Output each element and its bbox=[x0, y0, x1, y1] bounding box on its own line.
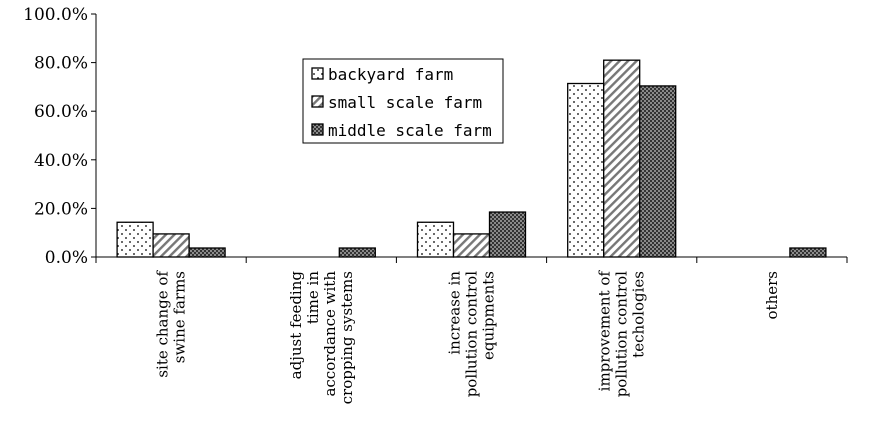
bar-small-scale-farm bbox=[603, 59, 641, 258]
y-tick-label: 100.0% bbox=[23, 5, 88, 25]
category-label-line: others bbox=[763, 271, 781, 319]
bar-small-scale-farm bbox=[452, 233, 491, 258]
legend-box bbox=[302, 58, 504, 144]
category-labels: site change of swine farms adjust feeding t… bbox=[154, 270, 781, 405]
legend-label-middle: middle scale farm bbox=[328, 121, 492, 140]
legend-label-backyard: backyard farm bbox=[328, 65, 453, 84]
bar-backyard-farm bbox=[116, 221, 154, 258]
category-label-line: accordance with bbox=[321, 271, 339, 397]
category-label: site change of swine farms bbox=[154, 270, 189, 378]
bar-middle-scale-farm bbox=[789, 247, 827, 258]
bar-backyard-farm bbox=[567, 82, 605, 258]
category-label: others bbox=[763, 271, 781, 319]
y-tick-label: 0.0% bbox=[45, 248, 88, 268]
category-label-line: adjust feeding bbox=[287, 271, 305, 380]
category-label-line: site change of bbox=[154, 270, 172, 378]
y-tick-label: 60.0% bbox=[34, 102, 88, 122]
category-label-line: swine farms bbox=[171, 271, 189, 363]
bar-middle-scale-farm bbox=[488, 211, 527, 258]
bar-middle-scale-farm bbox=[639, 85, 677, 258]
legend: backyard farm small scale farm middle sc… bbox=[302, 58, 504, 144]
x-axis bbox=[95, 256, 848, 263]
category-label-line: pollution control bbox=[463, 271, 481, 397]
y-tick-label: 20.0% bbox=[34, 199, 88, 219]
category-label-line: increase in bbox=[446, 271, 464, 355]
category-label: improvement of pollution control techologi… bbox=[596, 270, 648, 398]
bar-backyard-farm bbox=[416, 221, 455, 258]
legend-swatch-small bbox=[311, 95, 324, 108]
category-label-line: techologies bbox=[630, 271, 648, 358]
category-label-line: cropping systems bbox=[338, 271, 356, 404]
bar-middle-scale-farm bbox=[338, 247, 376, 258]
y-tick-label: 40.0% bbox=[34, 151, 88, 171]
bar-middle-scale-farm bbox=[188, 247, 226, 258]
bar-small-scale-farm bbox=[152, 233, 190, 258]
category-label-line: improvement of bbox=[596, 270, 614, 392]
y-axis: 0.0% 20.0% 40.0% 60.0% 80.0% 100.0% bbox=[23, 5, 97, 268]
legend-label-small: small scale farm bbox=[328, 93, 482, 112]
category-label: increase in pollution control equipments bbox=[446, 271, 498, 398]
y-tick-label: 80.0% bbox=[34, 54, 88, 74]
category-label-line: pollution control bbox=[613, 271, 631, 397]
legend-swatch-middle bbox=[311, 123, 324, 136]
category-label-line: time in bbox=[304, 271, 322, 324]
bars bbox=[116, 59, 827, 258]
legend-swatch-backyard bbox=[311, 67, 324, 80]
category-label-line: equipments bbox=[480, 271, 498, 360]
category-label: adjust feeding time in accordance with crop… bbox=[287, 271, 356, 405]
